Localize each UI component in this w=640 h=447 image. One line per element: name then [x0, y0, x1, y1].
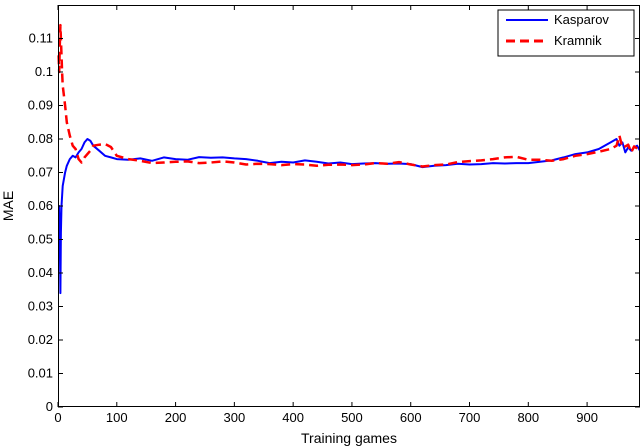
y-ticks: 0 0.01 0.02 0.03 0.04 0.05 0.06 0.07 0.08 0.09 0.1…: [28, 31, 640, 414]
series-layer: [57, 23, 640, 295]
x-tick-label: 800: [517, 410, 539, 425]
y-tick-label: 0.08: [28, 131, 53, 146]
legend: Kasparov Kramnik: [497, 9, 635, 57]
x-tick-label: 500: [341, 410, 363, 425]
series-line-kramnik: [57, 23, 640, 168]
y-tick-label: 0.06: [28, 198, 53, 213]
legend-box: [497, 9, 635, 57]
legend-label-kramnik: Kramnik: [554, 33, 602, 48]
y-tick-label: 0.09: [28, 98, 53, 113]
y-tick-label: 0.02: [28, 332, 53, 347]
plot-area: [58, 5, 640, 407]
x-axis-label: Training games: [301, 430, 397, 446]
y-tick-label: 0.01: [28, 366, 53, 381]
y-tick-label: 0.03: [28, 299, 53, 314]
x-tick-label: 600: [400, 410, 422, 425]
y-tick-label: 0.04: [28, 265, 53, 280]
series-line-kasparov: [58, 138, 640, 295]
y-axis-label: MAE: [0, 191, 16, 221]
x-tick-label: 400: [282, 410, 304, 425]
y-tick-label: 0: [46, 399, 53, 414]
x-tick-label: 300: [224, 410, 246, 425]
y-tick-label: 0.1: [35, 64, 53, 79]
y-tick-label: 0.05: [28, 232, 53, 247]
legend-label-kasparov: Kasparov: [554, 12, 609, 27]
x-tick-label: 100: [106, 410, 128, 425]
y-tick-label: 0.11: [29, 31, 53, 46]
x-tick-label: 700: [459, 410, 481, 425]
x-tick-label: 900: [576, 410, 598, 425]
y-tick-label: 0.07: [28, 165, 53, 180]
x-ticks: 0 100 200 300 400 500 600 700 800 900: [54, 5, 598, 425]
x-tick-label: 0: [54, 410, 61, 425]
x-tick-label: 200: [165, 410, 187, 425]
